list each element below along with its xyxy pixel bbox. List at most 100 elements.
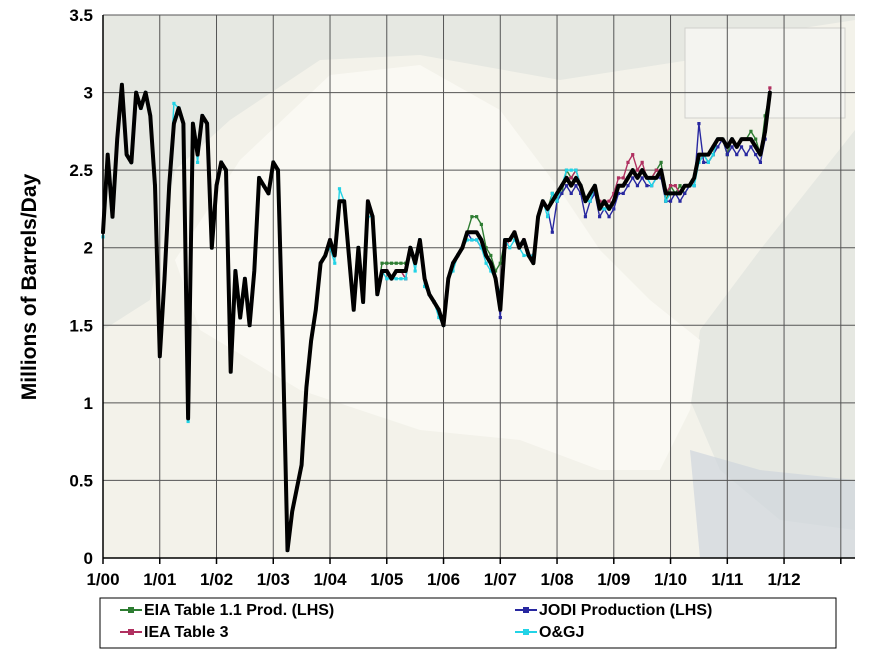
data-point: [451, 269, 455, 273]
map-inset-legend: [684, 27, 846, 119]
data-point: [635, 184, 640, 188]
data-point: [498, 315, 502, 320]
data-point: [389, 261, 394, 265]
data-point: [607, 199, 611, 203]
x-tick-label: 1/01: [143, 570, 176, 589]
data-point: [725, 153, 729, 157]
data-point: [489, 269, 493, 273]
legend-item: JODI Production (LHS): [515, 602, 712, 619]
data-point: [692, 184, 696, 188]
data-point: [711, 153, 715, 157]
data-point: [607, 215, 611, 219]
x-tick-label: 1/04: [313, 570, 347, 589]
y-axis-label: Millions of Barrels/Day: [18, 173, 41, 400]
data-point: [749, 145, 753, 149]
data-point: [328, 246, 332, 250]
data-point: [758, 160, 763, 164]
data-point: [555, 199, 559, 203]
data-point: [626, 160, 630, 164]
data-point: [697, 122, 701, 126]
data-point: [574, 184, 578, 188]
series-layer: [101, 82, 772, 553]
data-point: [522, 253, 526, 258]
legend-swatch-marker: [128, 629, 134, 635]
data-point: [465, 238, 469, 242]
data-point: [598, 215, 602, 219]
data-point: [621, 191, 625, 196]
x-tick-label: 1/09: [597, 570, 630, 589]
legend-box: [99, 597, 837, 649]
legend-swatch-marker: [128, 607, 134, 613]
data-point: [564, 184, 569, 188]
x-tick-label: 1/08: [540, 570, 573, 589]
y-tick-label: 3.5: [69, 6, 93, 25]
data-point: [195, 160, 200, 164]
data-point: [654, 168, 658, 172]
data-point: [493, 269, 498, 273]
x-tick-label: 1/03: [257, 570, 290, 589]
data-point: [730, 145, 734, 149]
x-tick-label: 1/10: [654, 570, 687, 589]
data-point: [489, 253, 493, 258]
data-point: [569, 191, 573, 196]
data-point: [621, 176, 625, 180]
data-point: [716, 145, 720, 149]
x-tick-label: 1/11: [711, 570, 743, 589]
legend-item: EIA Table 1.1 Prod. (LHS): [120, 602, 334, 619]
data-point: [385, 261, 389, 265]
legend-item: IEA Table 3: [120, 624, 229, 641]
data-point: [512, 238, 517, 242]
data-point: [172, 101, 176, 106]
y-tick-label: 1.5: [69, 316, 93, 335]
data-point: [683, 191, 687, 196]
data-point: [569, 168, 573, 172]
data-point: [404, 277, 408, 281]
data-point: [479, 246, 483, 250]
data-point: [678, 199, 682, 203]
data-point: [423, 284, 427, 289]
data-point: [739, 145, 744, 149]
data-point: [706, 160, 710, 164]
map-gulf: [690, 450, 855, 558]
data-point: [735, 153, 739, 157]
data-point: [650, 184, 654, 188]
data-point: [659, 160, 663, 164]
x-tick-labels: 1/00 1/01 1/02 1/03 1/04 1/05 1/06 1/07 1/08 1/09…: [86, 570, 800, 589]
x-tick-label: 1/06: [427, 570, 460, 589]
data-point: [550, 230, 554, 234]
data-point: [612, 207, 616, 211]
background-map: [103, 15, 855, 558]
data-point: [579, 191, 583, 196]
data-point: [702, 160, 706, 164]
data-point: [545, 215, 550, 219]
series-4: [101, 82, 772, 553]
data-point: [754, 137, 758, 141]
data-point: [583, 215, 588, 219]
x-tick-label: 1/07: [484, 570, 517, 589]
data-point: [508, 246, 512, 250]
data-point: [475, 215, 479, 219]
data-point: [413, 269, 417, 273]
data-point: [394, 277, 398, 281]
data-point: [574, 168, 578, 172]
data-point: [399, 261, 403, 265]
data-point: [640, 176, 644, 180]
data-point: [588, 199, 592, 203]
data-point: [616, 176, 621, 180]
y-tick-label: 3: [84, 84, 93, 103]
data-point: [569, 176, 573, 180]
legend-swatch-marker: [523, 629, 529, 635]
data-point: [768, 86, 772, 90]
y-tick-label: 0: [84, 549, 93, 568]
x-tick-label: 1/02: [200, 570, 233, 589]
data-point: [380, 261, 384, 265]
map-iraq: [175, 65, 700, 470]
data-point: [437, 315, 441, 320]
data-point: [673, 184, 677, 188]
data-point: [484, 246, 488, 250]
data-point: [333, 261, 337, 265]
data-point: [749, 129, 753, 133]
data-point: [640, 160, 644, 164]
data-point: [399, 277, 403, 281]
